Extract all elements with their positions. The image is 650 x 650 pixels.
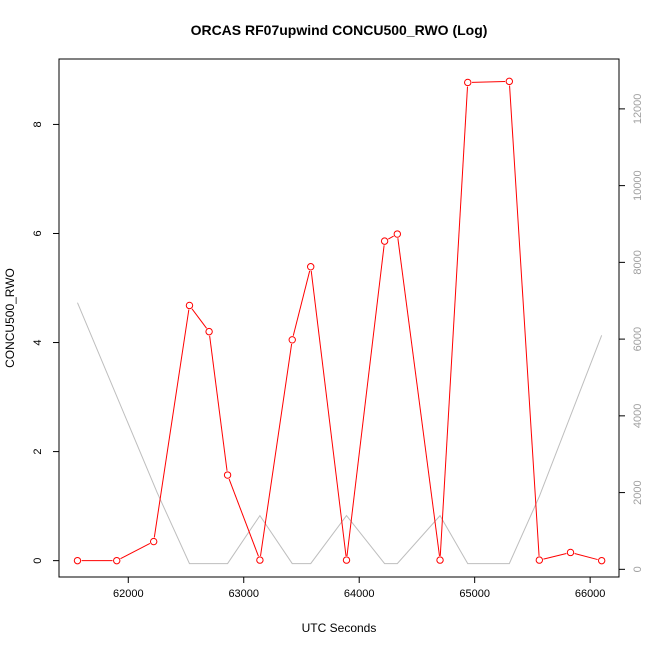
y-tick-label: 4: [32, 339, 44, 345]
y-tick-label: 6: [32, 230, 44, 236]
y-tick-label: 2: [32, 449, 44, 455]
primary-series-segment: [439, 86, 468, 556]
data-point: [566, 548, 575, 557]
x-tick-label: 66000: [575, 588, 606, 600]
primary-series-segment: [388, 235, 394, 240]
x-tick-label: 63000: [228, 588, 259, 600]
secondary-y-axis: 0 2000 4000 6000 8000 10000 12000: [619, 94, 644, 572]
x-tick-label: 62000: [113, 588, 144, 600]
primary-series-segment: [397, 238, 440, 556]
data-point: [223, 471, 232, 479]
primary-series-segment: [153, 309, 190, 538]
y2-tick-label: 8000: [632, 250, 644, 274]
data-point: [464, 78, 472, 87]
data-point: [342, 556, 351, 564]
plot-frame: [58, 58, 620, 578]
primary-series-segment: [471, 80, 506, 83]
primary-series-segment: [228, 478, 259, 557]
primary-series-segment: [509, 85, 540, 556]
data-point: [256, 556, 264, 564]
y-tick-label: 8: [32, 121, 44, 127]
secondary-series-line: [77, 302, 603, 565]
data-point: [436, 556, 444, 564]
data-point: [535, 556, 544, 564]
data-point: [205, 327, 213, 336]
y-tick-label: 0: [32, 558, 44, 564]
primary-series-segment: [209, 335, 228, 471]
data-point: [73, 556, 82, 565]
y2-tick-label: 0: [632, 566, 644, 572]
data-point: [380, 237, 389, 245]
data-point: [393, 230, 402, 238]
y-axis: 0 2 4 6 8: [32, 121, 59, 564]
y-axis-title: CONCU500_RWO: [3, 268, 17, 368]
primary-series-segment: [292, 270, 311, 336]
y2-tick-label: 12000: [632, 94, 644, 125]
primary-series-segment: [346, 245, 385, 556]
x-axis-title: UTC Seconds: [302, 621, 377, 635]
y2-tick-label: 4000: [632, 404, 644, 428]
chart-title: ORCAS RF07upwind CONCU500_RWO (Log): [191, 22, 488, 38]
x-tick-label: 64000: [344, 588, 375, 600]
data-point: [149, 537, 158, 546]
series-layer: [73, 77, 606, 565]
primary-series-segment: [191, 308, 207, 329]
y2-tick-label: 10000: [632, 170, 644, 201]
data-point: [288, 336, 296, 344]
data-point: [307, 263, 315, 271]
data-point: [113, 556, 121, 565]
data-point: [185, 301, 194, 310]
y2-tick-label: 6000: [632, 327, 644, 351]
primary-series-segment: [543, 552, 567, 560]
primary-series-segment: [260, 343, 293, 557]
data-point: [597, 556, 606, 565]
primary-series-segment: [120, 543, 151, 560]
primary-series-segment: [310, 270, 347, 556]
y2-tick-label: 2000: [632, 480, 644, 504]
primary-series-segment: [574, 553, 598, 561]
x-axis: 62000 63000 64000 65000 66000: [113, 577, 605, 600]
x-tick-label: 65000: [459, 588, 490, 600]
data-point: [505, 77, 514, 86]
